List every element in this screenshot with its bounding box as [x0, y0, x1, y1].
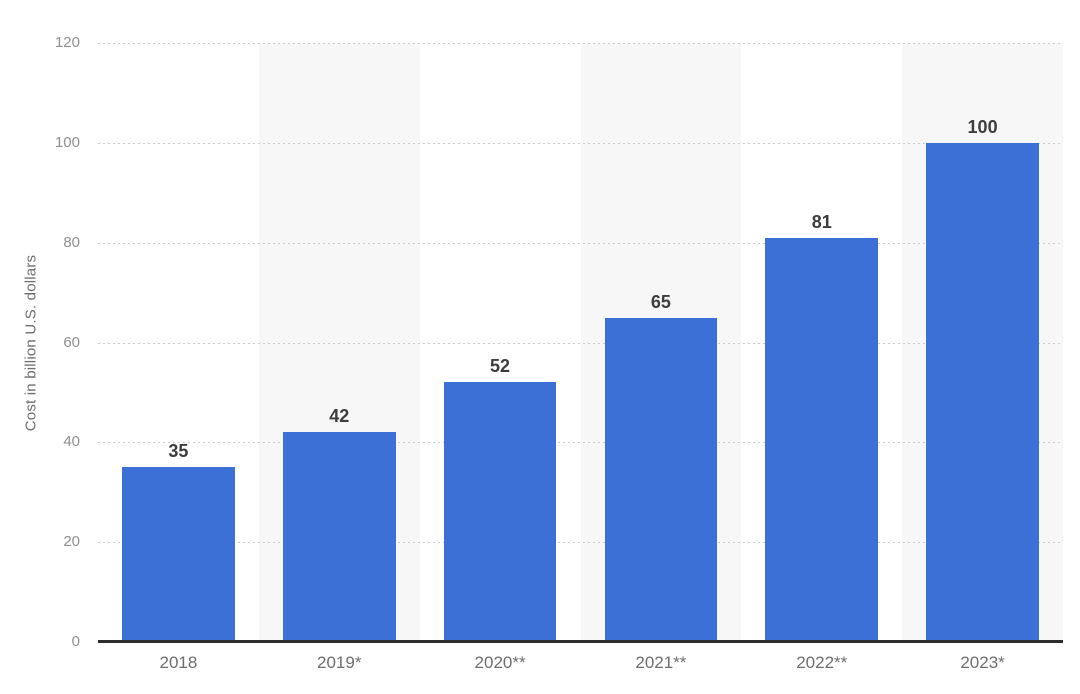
bar-value-label: 100 [967, 116, 998, 137]
gridline [98, 142, 1063, 144]
gridline [98, 242, 1063, 244]
bar[interactable] [765, 237, 879, 642]
bar-value-label: 81 [811, 211, 832, 232]
y-tick-label: 60 [63, 333, 80, 351]
x-tick-label: 2021** [635, 653, 687, 672]
x-tick-label: 2023* [960, 653, 1005, 672]
y-tick-label: 80 [63, 233, 80, 251]
bar[interactable] [926, 142, 1039, 642]
x-tick-label: 2022** [796, 653, 848, 672]
bar[interactable] [604, 317, 718, 642]
bar[interactable] [443, 382, 557, 642]
gridline [98, 442, 1063, 444]
bar-value-label: 42 [329, 406, 350, 427]
bar-value-label: 52 [490, 356, 511, 377]
gridline [98, 43, 1063, 44]
bar-value-label: 65 [650, 291, 671, 312]
x-tick-label: 2019* [317, 653, 362, 672]
gridline [98, 542, 1063, 544]
y-tick-label: 100 [54, 133, 80, 151]
plot-area: 35 42 52 65 81 100 [98, 43, 1063, 642]
y-tick-label: 0 [71, 633, 80, 650]
x-tick-label: 2018 [159, 653, 198, 672]
bar-value-label: 35 [168, 441, 189, 462]
bar[interactable] [122, 467, 235, 642]
y-tick-label: 120 [54, 34, 80, 51]
x-tick-label: 2020** [474, 653, 526, 672]
x-axis-line [98, 640, 1063, 643]
y-tick-label: 40 [63, 433, 80, 451]
gridline [98, 342, 1063, 344]
bar[interactable] [282, 432, 396, 642]
y-tick-label: 20 [63, 533, 80, 551]
